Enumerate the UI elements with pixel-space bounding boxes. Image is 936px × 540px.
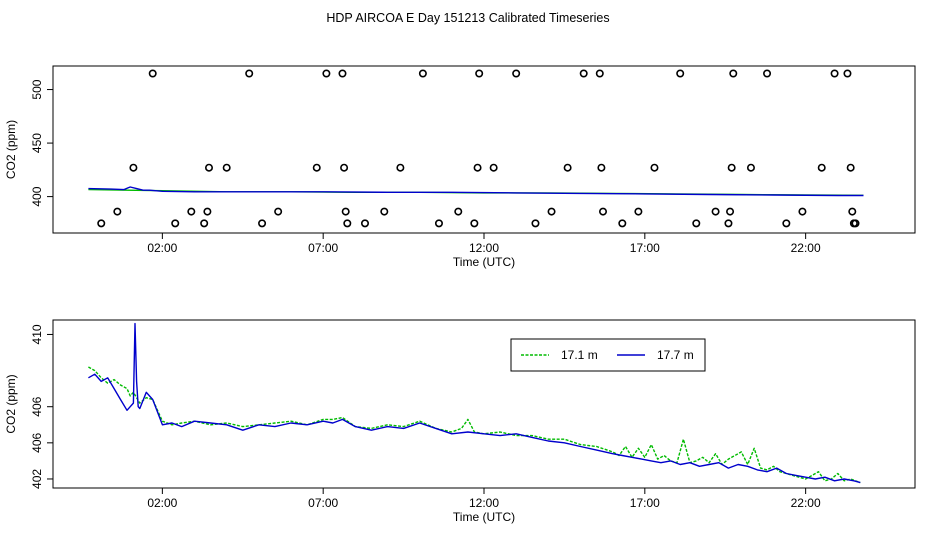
x-tick-label: 12:00 xyxy=(469,241,499,255)
x-tick-label: 02:00 xyxy=(147,241,177,255)
scatter-point xyxy=(222,163,231,172)
scatter-point xyxy=(97,219,106,228)
scatter-point xyxy=(817,163,826,172)
scatter-point xyxy=(171,219,180,228)
y-tick-label: 410 xyxy=(30,324,44,344)
scatter-point xyxy=(512,69,521,78)
scatter-point xyxy=(676,69,685,78)
scatter-point xyxy=(473,163,482,172)
scatter-point xyxy=(475,69,484,78)
scatter-point xyxy=(454,207,463,216)
x-tick-label: 02:00 xyxy=(147,496,177,510)
plot-frame xyxy=(52,65,916,234)
legend-label: 17.7 m xyxy=(657,348,694,362)
upper-scatter-panel: 02:00 07:00 12:00 17:00 22:00 Time (UTC) 400 45… xyxy=(4,65,916,269)
x-tick-label: 22:00 xyxy=(791,496,821,510)
scatter-point xyxy=(599,207,608,216)
y-axis-label: CO2 (ppm) xyxy=(4,374,18,433)
scatter-point xyxy=(200,219,209,228)
scatter-point xyxy=(396,163,405,172)
scatter-point xyxy=(711,207,720,216)
scatter-point xyxy=(340,163,349,172)
legend: 17.1 m 17.7 m xyxy=(510,338,706,372)
x-tick-label: 12:00 xyxy=(469,496,499,510)
scatter-point xyxy=(830,69,839,78)
scatter-point xyxy=(843,69,852,78)
scatter-point xyxy=(470,219,479,228)
scatter-point xyxy=(418,69,427,78)
scatter-point xyxy=(129,163,138,172)
scatter-point xyxy=(846,163,855,172)
scatter-point xyxy=(258,219,267,228)
scatter-point xyxy=(597,163,606,172)
y-tick-label: 402 xyxy=(30,469,44,489)
figure-title: HDP AIRCOA E Day 151213 Calibrated Times… xyxy=(326,11,609,25)
scatter-point xyxy=(798,207,807,216)
scatter-point xyxy=(245,69,254,78)
legend-box xyxy=(510,338,706,372)
series-line-17-7-m xyxy=(88,322,861,484)
scatter-point xyxy=(729,69,738,78)
series-line-17-1-m xyxy=(88,366,861,484)
y-tick-label: 450 xyxy=(30,133,44,153)
scatter-point xyxy=(434,219,443,228)
scatter-point xyxy=(187,207,196,216)
scatter-point xyxy=(848,207,857,216)
scatter-point xyxy=(634,207,643,216)
scatter-point xyxy=(380,207,389,216)
y-tick-label: 400 xyxy=(30,186,44,206)
scatter-point xyxy=(618,219,627,228)
scatter-point xyxy=(746,163,755,172)
scatter-point xyxy=(782,219,791,228)
scatter-point xyxy=(692,219,701,228)
scatter-point xyxy=(724,219,733,228)
scatter-point xyxy=(531,219,540,228)
x-axis-label: Time (UTC) xyxy=(453,510,515,524)
plot-frame xyxy=(52,319,916,489)
scatter-point xyxy=(650,163,659,172)
scatter-point xyxy=(489,163,498,172)
scatter-point xyxy=(203,207,212,216)
x-tick-label: 17:00 xyxy=(630,241,660,255)
x-tick-label: 07:00 xyxy=(308,496,338,510)
lower-line-panel: 02:00 07:00 12:00 17:00 22:00 Time (UTC) 402 40… xyxy=(4,319,916,524)
scatter-point xyxy=(595,69,604,78)
x-tick-label: 07:00 xyxy=(308,241,338,255)
legend-label: 17.1 m xyxy=(561,348,598,362)
y-tick-label: 500 xyxy=(30,79,44,99)
scatter-point xyxy=(274,207,283,216)
x-axis-label: Time (UTC) xyxy=(453,255,515,269)
y-tick-label: 406 xyxy=(30,396,44,416)
x-tick-label: 17:00 xyxy=(630,496,660,510)
scatter-point xyxy=(322,69,331,78)
scatter-point xyxy=(341,207,350,216)
scatter-point xyxy=(763,69,772,78)
scatter-point xyxy=(563,163,572,172)
scatter-point xyxy=(726,207,735,216)
scatter-point xyxy=(579,69,588,78)
scatter-point xyxy=(312,163,321,172)
series-line-1 xyxy=(88,186,864,197)
scatter-point xyxy=(851,219,860,228)
y-tick-label: 406 xyxy=(30,433,44,453)
x-tick-label: 22:00 xyxy=(791,241,821,255)
scatter-point xyxy=(547,207,556,216)
scatter-point xyxy=(727,163,736,172)
scatter-point xyxy=(113,207,122,216)
scatter-point xyxy=(343,219,352,228)
y-axis-label: CO2 (ppm) xyxy=(4,120,18,179)
scatter-point xyxy=(338,69,347,78)
scatter-point xyxy=(148,69,157,78)
scatter-point xyxy=(204,163,213,172)
scatter-point xyxy=(360,219,369,228)
